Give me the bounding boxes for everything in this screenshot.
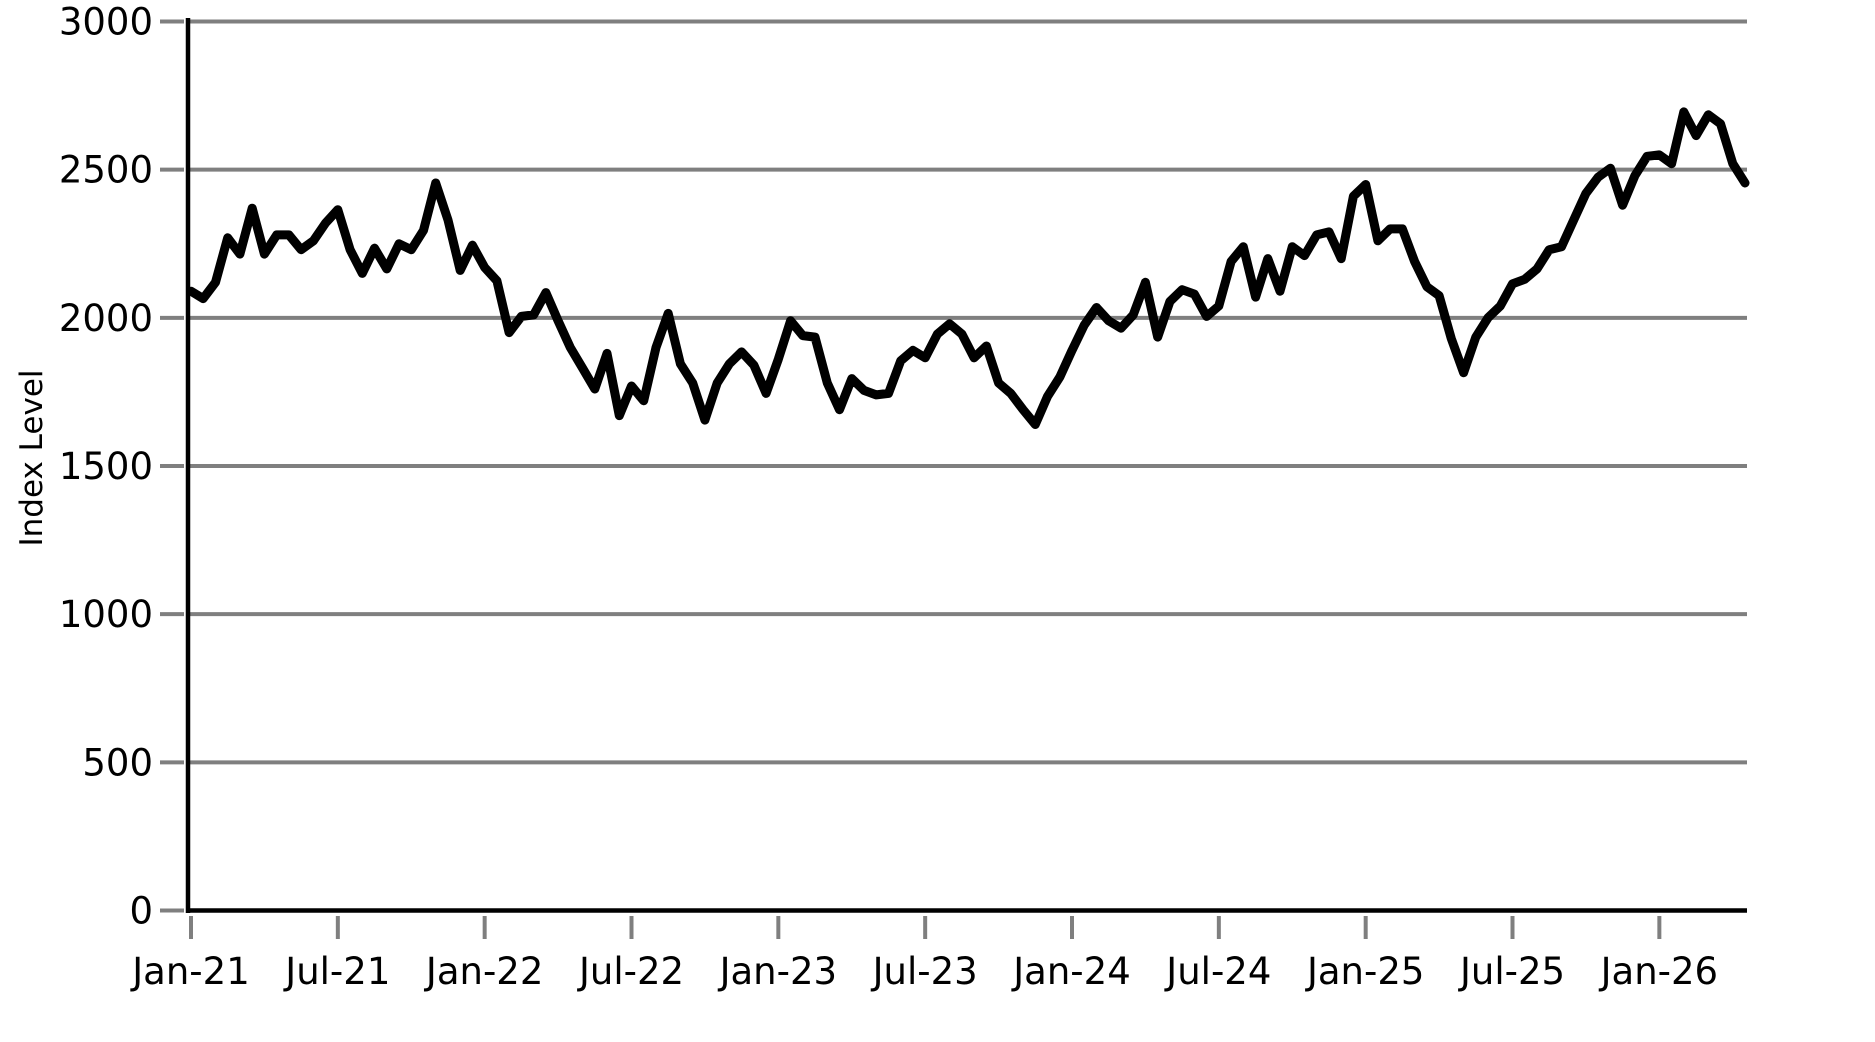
y-tick-label-2000: 2000 <box>59 297 153 340</box>
index-level-line <box>186 107 1750 429</box>
tick-marks-group <box>160 19 1662 939</box>
x-tick-label-Jan-21: Jan-21 <box>130 950 249 993</box>
x-tick-label-Jul-24: Jul-24 <box>1164 950 1271 993</box>
x-tick-label-Jul-21: Jul-21 <box>283 950 390 993</box>
x-tick-label-Jan-24: Jan-24 <box>1011 950 1130 993</box>
gridlines-group <box>188 19 1747 765</box>
y-axis-title: Index Level <box>14 369 50 546</box>
x-tick-label-Jul-25: Jul-25 <box>1458 950 1565 993</box>
x-tick-label-Jul-22: Jul-22 <box>577 950 684 993</box>
x-tick-label-Jul-23: Jul-23 <box>871 950 978 993</box>
y-tick-label-0: 0 <box>129 890 153 933</box>
x-tick-label-Jan-22: Jan-22 <box>424 950 543 993</box>
y-tick-label-2500: 2500 <box>59 149 153 192</box>
y-tick-label-1000: 1000 <box>59 593 153 636</box>
x-tick-label-Jan-26: Jan-26 <box>1599 950 1718 993</box>
x-tick-label-Jan-25: Jan-25 <box>1305 950 1424 993</box>
y-tick-label-3000: 3000 <box>59 1 153 44</box>
y-tick-label-1500: 1500 <box>59 445 153 488</box>
x-tick-label-Jan-23: Jan-23 <box>718 950 837 993</box>
tick-labels-group: 0 500 1000 1500 2000 2500 3000 Jan-21 Jul-21 Jan-… <box>59 1 1718 994</box>
y-tick-label-500: 500 <box>82 741 153 784</box>
